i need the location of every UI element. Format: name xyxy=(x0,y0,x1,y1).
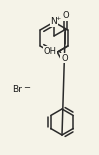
Text: Br: Br xyxy=(12,86,22,95)
Text: N: N xyxy=(51,18,57,27)
Text: −: − xyxy=(23,84,30,93)
Text: O: O xyxy=(63,11,70,20)
Text: OH: OH xyxy=(43,47,56,56)
Text: O: O xyxy=(61,54,68,63)
Text: +: + xyxy=(55,16,61,20)
